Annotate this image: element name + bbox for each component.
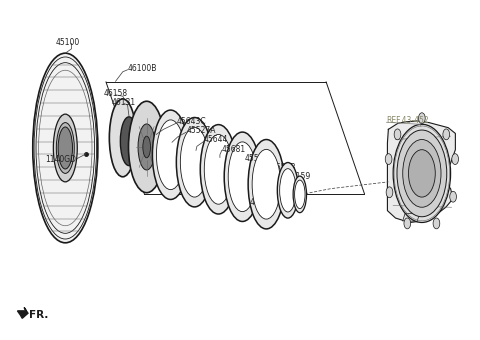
Text: 46131: 46131 <box>112 98 136 107</box>
Ellipse shape <box>293 176 307 212</box>
Text: 45651B: 45651B <box>266 163 296 172</box>
Polygon shape <box>403 213 420 221</box>
Ellipse shape <box>404 218 411 229</box>
Text: 45100: 45100 <box>56 37 80 47</box>
Ellipse shape <box>109 99 136 177</box>
Ellipse shape <box>53 114 77 182</box>
Text: 46159: 46159 <box>249 198 274 207</box>
Ellipse shape <box>129 101 165 193</box>
Ellipse shape <box>156 120 185 190</box>
Ellipse shape <box>176 118 213 207</box>
Ellipse shape <box>452 154 458 165</box>
Ellipse shape <box>450 191 456 202</box>
Ellipse shape <box>385 154 392 165</box>
Ellipse shape <box>295 180 305 209</box>
Text: 46159: 46159 <box>287 172 311 181</box>
Ellipse shape <box>143 136 151 158</box>
Ellipse shape <box>252 149 280 219</box>
Ellipse shape <box>120 117 138 166</box>
Text: 45527A: 45527A <box>186 126 216 135</box>
Ellipse shape <box>403 139 441 207</box>
Text: 45577A: 45577A <box>245 154 275 163</box>
Text: 45681: 45681 <box>222 144 246 153</box>
Polygon shape <box>387 121 456 222</box>
Text: FR.: FR. <box>29 310 49 320</box>
Ellipse shape <box>58 127 72 169</box>
Ellipse shape <box>248 139 285 229</box>
Text: 1140GD: 1140GD <box>45 155 76 164</box>
Ellipse shape <box>386 187 393 198</box>
Ellipse shape <box>224 132 261 221</box>
Ellipse shape <box>277 163 299 218</box>
Polygon shape <box>17 307 28 318</box>
Ellipse shape <box>228 142 257 211</box>
Text: 45643C: 45643C <box>177 117 206 126</box>
Text: REF.43-452: REF.43-452 <box>386 116 429 125</box>
Ellipse shape <box>397 130 447 217</box>
Ellipse shape <box>180 128 209 197</box>
Ellipse shape <box>443 129 450 140</box>
Ellipse shape <box>433 218 440 229</box>
Ellipse shape <box>394 129 401 140</box>
Ellipse shape <box>280 169 296 212</box>
Ellipse shape <box>132 110 161 184</box>
Ellipse shape <box>138 124 156 170</box>
Text: 46158: 46158 <box>104 89 128 98</box>
Text: 46100B: 46100B <box>128 64 157 73</box>
Ellipse shape <box>408 150 435 197</box>
Ellipse shape <box>200 125 237 214</box>
Ellipse shape <box>153 110 189 200</box>
Ellipse shape <box>56 123 74 173</box>
Text: 45644: 45644 <box>204 135 228 144</box>
Ellipse shape <box>419 113 425 124</box>
Ellipse shape <box>393 124 451 222</box>
Ellipse shape <box>33 53 98 243</box>
Ellipse shape <box>204 134 233 204</box>
